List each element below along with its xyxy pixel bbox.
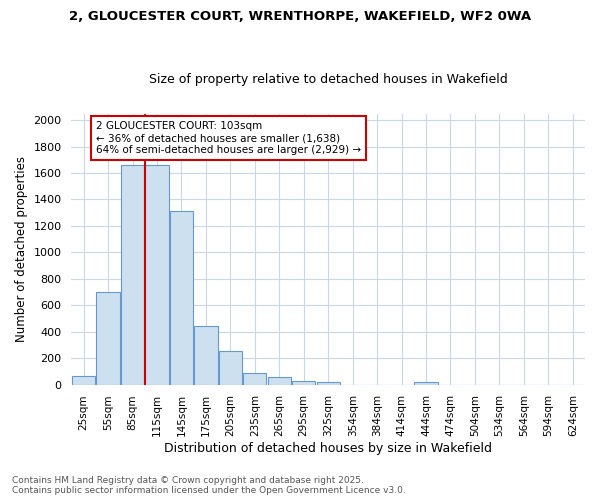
Text: 2, GLOUCESTER COURT, WRENTHORPE, WAKEFIELD, WF2 0WA: 2, GLOUCESTER COURT, WRENTHORPE, WAKEFIE… xyxy=(69,10,531,23)
Bar xyxy=(97,292,120,384)
Text: Contains HM Land Registry data © Crown copyright and database right 2025.
Contai: Contains HM Land Registry data © Crown c… xyxy=(12,476,406,495)
Bar xyxy=(121,165,144,384)
Bar xyxy=(170,212,193,384)
Bar xyxy=(268,378,291,384)
Y-axis label: Number of detached properties: Number of detached properties xyxy=(15,156,28,342)
Bar xyxy=(219,351,242,384)
Bar xyxy=(292,380,316,384)
Bar xyxy=(194,326,218,384)
Title: Size of property relative to detached houses in Wakefield: Size of property relative to detached ho… xyxy=(149,73,508,86)
Bar xyxy=(145,165,169,384)
Text: 2 GLOUCESTER COURT: 103sqm
← 36% of detached houses are smaller (1,638)
64% of s: 2 GLOUCESTER COURT: 103sqm ← 36% of deta… xyxy=(96,122,361,154)
Bar xyxy=(243,372,266,384)
X-axis label: Distribution of detached houses by size in Wakefield: Distribution of detached houses by size … xyxy=(164,442,492,455)
Bar xyxy=(415,382,437,384)
Bar xyxy=(72,376,95,384)
Bar xyxy=(317,382,340,384)
